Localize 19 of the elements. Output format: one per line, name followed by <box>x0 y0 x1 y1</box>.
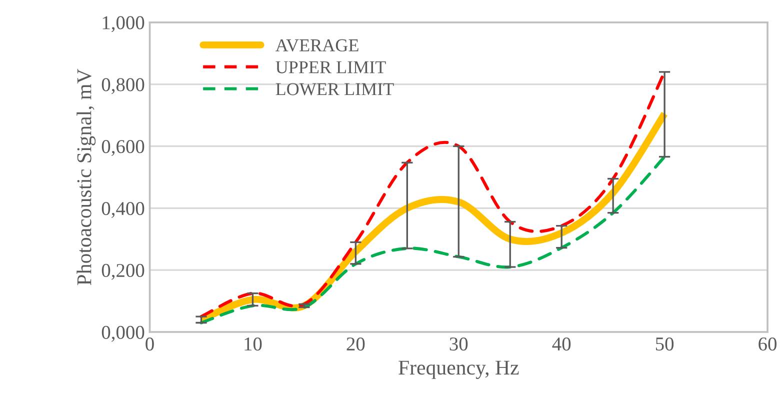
x-tick-label: 20 <box>346 337 365 351</box>
x-tick-label: 50 <box>656 337 674 351</box>
x-axis-title: Frequency, Hz <box>398 360 519 379</box>
x-tick-label: 60 <box>758 337 776 351</box>
y-tick-label: 1,000 <box>102 16 144 32</box>
x-tick-label: 40 <box>552 337 571 351</box>
y-tick-label: 0,200 <box>102 264 144 280</box>
legend-label: LOWER LIMIT <box>276 83 394 96</box>
y-tick-label: 0,000 <box>102 326 144 342</box>
x-tick-label: 30 <box>450 337 468 351</box>
y-axis-title: Photoacoustic Signal, mV <box>76 68 96 286</box>
y-tick-label: 0,600 <box>102 140 144 156</box>
line-series <box>200 155 666 324</box>
y-tick-label: 0,400 <box>102 202 144 218</box>
x-tick-label: 0 <box>146 337 154 351</box>
y-tick-label: 0,800 <box>102 78 144 94</box>
legend-label: UPPER LIMIT <box>276 61 386 74</box>
legend-label: AVERAGE <box>275 39 358 52</box>
x-tick-label: 10 <box>244 337 262 351</box>
